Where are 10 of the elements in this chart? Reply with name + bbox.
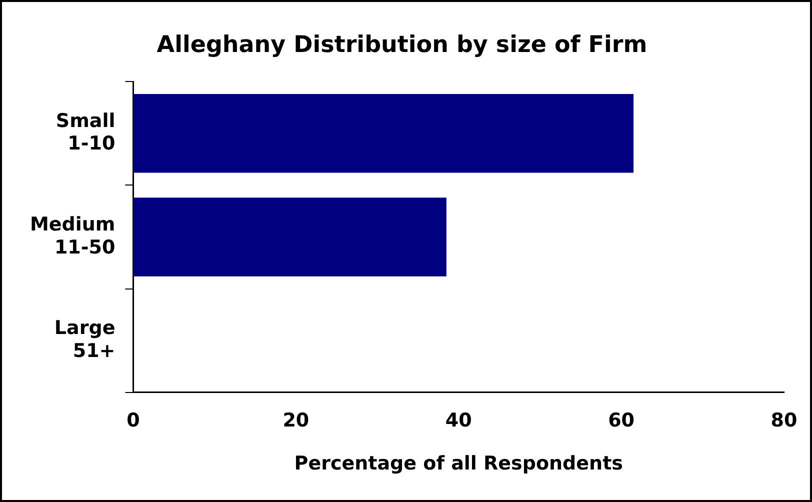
chart-title: Alleghany Distribution by size of Firm [156,32,648,58]
x-tick-label: 20 [282,410,310,432]
x-tick-label: 60 [608,410,635,432]
x-tick-label: 0 [126,410,140,432]
y-tick-label: Medium 11-50 [30,214,116,258]
y-tick-label: Small 1-10 [56,110,116,155]
x-tick-label: 40 [445,410,472,432]
x-axis-title: Percentage of all Respondents [294,452,623,475]
x-tick-label: 80 [770,410,798,432]
y-tick-label: Large 51+ [54,317,116,362]
